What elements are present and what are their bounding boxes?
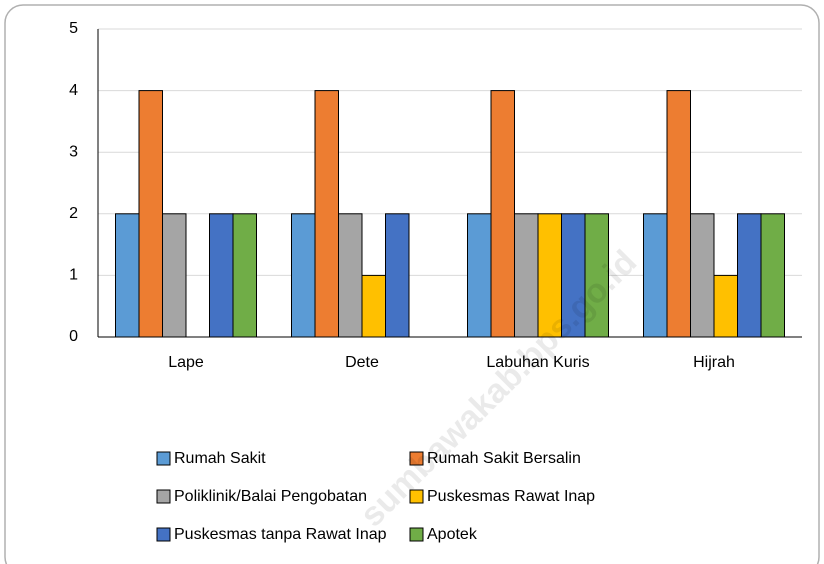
bar: [643, 213, 668, 338]
chart-frame: [4, 4, 820, 564]
legend-label: Poliklinik/Balai Pengobatan: [174, 488, 367, 505]
bar: [514, 213, 539, 338]
bar: [666, 90, 691, 338]
bar: [162, 213, 187, 338]
bar: [232, 213, 257, 338]
legend-swatch: [156, 527, 171, 542]
bar: [690, 213, 715, 338]
bar: [138, 90, 163, 338]
bar: [385, 213, 410, 338]
x-tick-label: Hijrah: [693, 354, 735, 371]
bar: [737, 213, 762, 338]
legend-label: Rumah Sakit Bersalin: [427, 450, 581, 467]
legend-swatch: [409, 527, 424, 542]
bar: [115, 213, 140, 338]
y-tick-label: 4: [69, 82, 78, 99]
bar: [467, 213, 492, 338]
bar: [760, 213, 785, 338]
y-tick-label: 5: [69, 20, 78, 37]
bar: [713, 274, 738, 338]
legend-label: Rumah Sakit: [174, 450, 266, 467]
legend-swatch: [409, 489, 424, 504]
bar: [209, 213, 234, 338]
legend-swatch: [156, 451, 171, 466]
x-tick-label: Labuhan Kuris: [486, 354, 589, 371]
bar: [338, 213, 363, 338]
bar: [314, 90, 339, 338]
bar: [490, 90, 515, 338]
legend-swatch: [156, 489, 171, 504]
y-tick-label: 1: [69, 267, 78, 284]
x-tick-label: Lape: [168, 354, 204, 371]
legend-label: Puskesmas tanpa Rawat Inap: [174, 526, 387, 543]
legend-label: Puskesmas Rawat Inap: [427, 488, 595, 505]
y-tick-label: 0: [69, 328, 78, 345]
bar: [291, 213, 316, 338]
legend-label: Apotek: [427, 526, 478, 543]
y-tick-label: 3: [69, 143, 78, 160]
legend-swatch: [409, 451, 424, 466]
y-tick-label: 2: [69, 205, 78, 222]
bar: [361, 274, 386, 338]
x-tick-label: Dete: [345, 354, 379, 371]
